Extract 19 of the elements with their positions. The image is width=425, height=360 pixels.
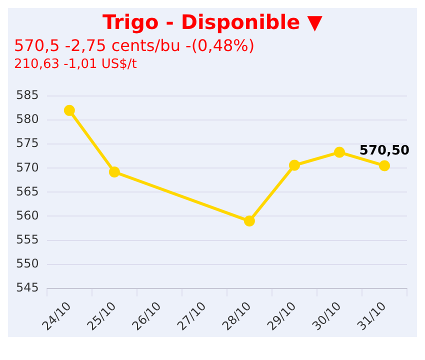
- point: [334, 146, 345, 158]
- y-tick-label: 545: [16, 280, 39, 294]
- point: [244, 216, 255, 227]
- point: [64, 104, 75, 116]
- text: 210,63 -1,01 US$/t: [13, 57, 138, 72]
- point: [288, 160, 300, 171]
- chart-title: Trigo - Disponible ▼: [101, 9, 324, 34]
- y-tick-label: 550: [16, 256, 39, 270]
- point: [378, 160, 390, 172]
- y-tick-label: 575: [16, 136, 39, 150]
- y-tick-label: 555: [16, 232, 39, 246]
- y-tick-label: 580: [16, 112, 39, 126]
- annotation: 570,50: [359, 144, 410, 159]
- y-tick-label: 560: [16, 208, 39, 222]
- point: [108, 166, 120, 178]
- y-tick-label: 570: [16, 160, 39, 174]
- y-tick-label: 565: [16, 184, 39, 198]
- y-tick-label: 585: [16, 88, 39, 102]
- chart-subtitle: 570,5 -2,75 cents/bu -(0,48%): [13, 36, 256, 55]
